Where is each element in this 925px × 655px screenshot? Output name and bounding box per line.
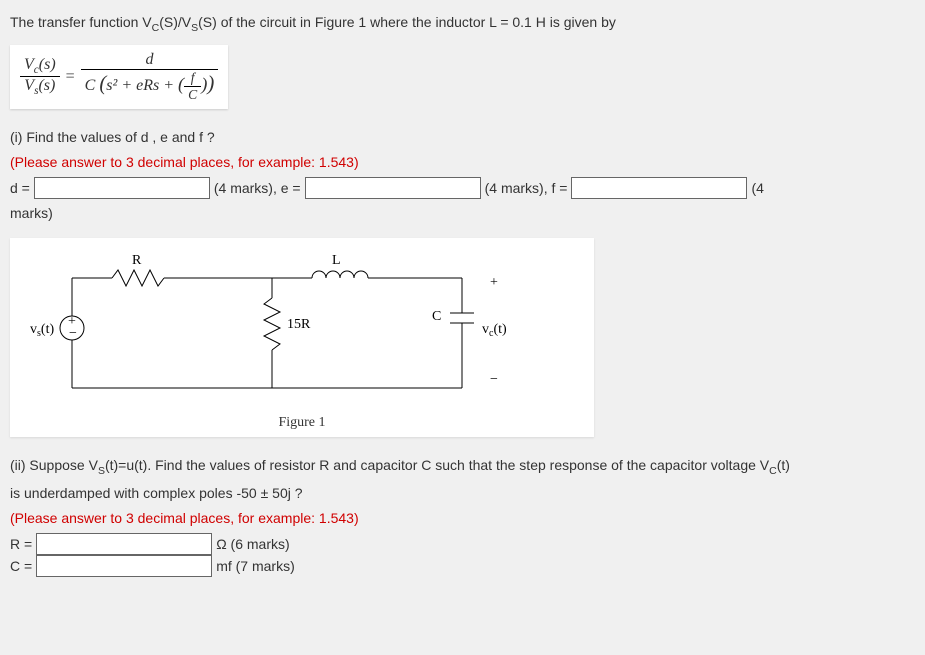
rhs-den-left: C [85, 77, 96, 94]
question-2-line1: (ii) Suppose VS(t)=u(t). Find the values… [10, 455, 915, 480]
hint-2: (Please answer to 3 decimal places, for … [10, 508, 915, 529]
C-label: C = [10, 558, 32, 574]
rhs-num: d [81, 51, 219, 70]
hint-1: (Please answer to 3 decimal places, for … [10, 152, 915, 173]
e-label: (4 marks), e = [214, 180, 301, 196]
intro-mid1: (S)/V [159, 14, 191, 30]
C-unit: mf (7 marks) [216, 558, 295, 574]
R-input[interactable] [36, 533, 212, 555]
label-vc: vc(t) [482, 322, 507, 339]
label-L: L [332, 253, 341, 268]
label-vs: vs(t) [30, 322, 54, 339]
figure-1: R L C 15R + − vs(t) + vc(t) − Figure 1 [10, 238, 594, 437]
minus-sign: − [490, 372, 498, 387]
answer-row-C: C = mf (7 marks) [10, 555, 915, 577]
plus-sign: + [490, 275, 498, 290]
marks-word: marks) [10, 203, 915, 224]
e-input[interactable] [305, 177, 481, 199]
f-input[interactable] [571, 177, 747, 199]
figure-caption: Figure 1 [22, 415, 582, 431]
question-2-line2: is underdamped with complex poles -50 ± … [10, 483, 915, 504]
answer-row-1: d = (4 marks), e = (4 marks), f = (4 [10, 177, 915, 199]
d-label: d = [10, 180, 30, 196]
q2a-sub: S [98, 464, 105, 476]
q2b-sub: C [769, 464, 777, 476]
inner-num: f [184, 70, 201, 87]
d-input[interactable] [34, 177, 210, 199]
intro-mid2: (S) of the circuit in Figure 1 where the… [198, 14, 616, 30]
label-15R: 15R [287, 317, 311, 332]
q2c: (t) [777, 457, 790, 473]
R-unit: Ω (6 marks) [216, 536, 289, 552]
f-label: (4 marks), f = [485, 180, 568, 196]
question-1: (i) Find the values of d , e and f ? [10, 127, 915, 148]
C-input[interactable] [36, 555, 212, 577]
transfer-function-formula: Vc(s) Vs(s) = d C (s² + eRs + (fC)) [10, 45, 228, 109]
circuit-svg: R L C 15R + − vs(t) + vc(t) − [22, 248, 558, 408]
intro-part1: The transfer function V [10, 14, 152, 30]
svg-text:−: − [69, 326, 77, 341]
R-label: R = [10, 536, 32, 552]
label-C: C [432, 309, 441, 324]
answer-row-R: R = Ω (6 marks) [10, 533, 915, 555]
q2a: (ii) Suppose V [10, 457, 98, 473]
intro-text: The transfer function VC(S)/VS(S) of the… [10, 12, 915, 37]
label-R: R [132, 253, 142, 268]
inner-den: C [184, 87, 201, 103]
tail-4: (4 [751, 180, 763, 196]
q2b: (t)=u(t). Find the values of resistor R … [105, 457, 769, 473]
